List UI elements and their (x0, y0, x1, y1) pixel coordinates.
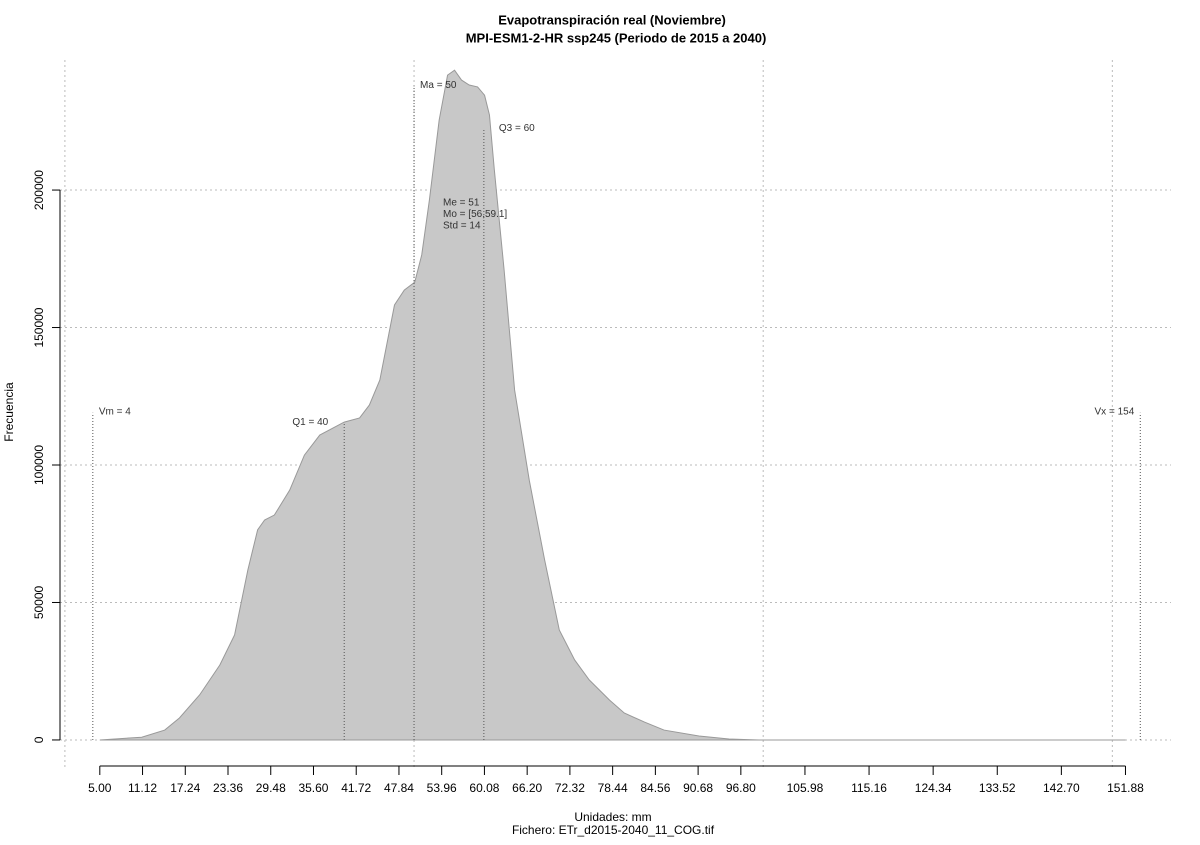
x-tick-label: 105.98 (787, 781, 824, 795)
x-tick-label: 41.72 (341, 781, 371, 795)
x-tick-label: 23.36 (213, 781, 243, 795)
x-tick-label: 72.32 (555, 781, 585, 795)
x-tick-label: 90.68 (683, 781, 713, 795)
x-tick-label: 29.48 (256, 781, 286, 795)
x-tick-label: 78.44 (598, 781, 628, 795)
y-tick-label: 50000 (32, 585, 46, 619)
x-tick-label: 60.08 (469, 781, 499, 795)
stat-label: Std = 14 (443, 221, 481, 232)
density-area (99, 69, 1126, 741)
marker-label: Q3 = 60 (499, 123, 535, 134)
chart-subtitle: MPI-ESM1-2-HR ssp245 (Periodo de 2015 a … (466, 30, 767, 45)
x-tick-label: 151.88 (1107, 781, 1144, 795)
file-label: Fichero: ETr_d2015-2040_11_COG.tif (512, 823, 715, 837)
marker-label: Vx = 154 (1095, 406, 1135, 417)
stat-label: Me = 51 (443, 198, 480, 209)
x-tick-label: 124.34 (915, 781, 952, 795)
x-tick-label: 66.20 (512, 781, 542, 795)
marker-label: Vm = 4 (99, 406, 131, 417)
y-tick-label: 0 (32, 736, 46, 743)
x-tick-label: 35.60 (298, 781, 328, 795)
marker-label: Ma = 50 (420, 80, 457, 91)
y-axis-label: Frecuencia (2, 382, 16, 442)
y-tick-label: 200000 (32, 170, 46, 210)
y-tick-label: 150000 (32, 307, 46, 347)
y-tick-label: 100000 (32, 445, 46, 485)
chart-title: Evapotranspiración real (Noviembre) (498, 12, 726, 27)
x-tick-label: 53.96 (427, 781, 457, 795)
x-tick-label: 96.80 (726, 781, 756, 795)
x-axis-label: Unidades: mm (574, 810, 651, 824)
x-tick-label: 5.00 (88, 781, 112, 795)
marker-label: Q1 = 40 (292, 417, 328, 428)
x-tick-label: 142.70 (1043, 781, 1080, 795)
x-tick-label: 17.24 (170, 781, 200, 795)
stat-label: Mo = [56,59.1] (443, 209, 507, 220)
x-tick-label: 11.12 (128, 781, 157, 795)
x-tick-label: 47.84 (384, 781, 414, 795)
x-tick-label: 84.56 (640, 781, 670, 795)
x-tick-label: 133.52 (979, 781, 1016, 795)
x-tick-label: 115.16 (851, 781, 887, 795)
